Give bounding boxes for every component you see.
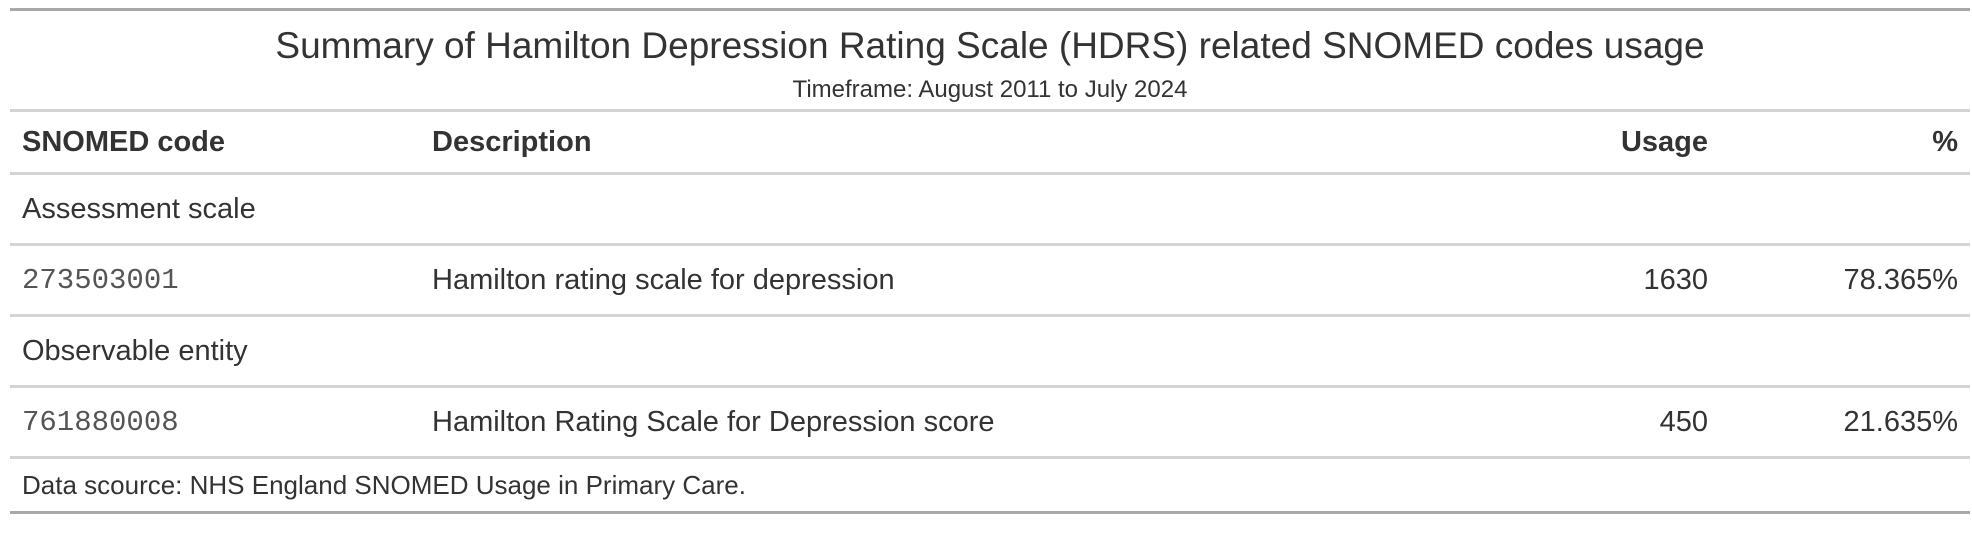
usage-table: SNOMED code Description Usage % Assessme… [10,109,1970,514]
summary-table: Summary of Hamilton Depression Rating Sc… [10,8,1970,514]
group-row-observable-entity: Observable entity [10,315,1970,388]
table-title: Summary of Hamilton Depression Rating Sc… [275,25,1705,66]
source-note-row: Data scource: NHS England SNOMED Usage i… [10,457,1970,514]
description-cell: Hamilton Rating Scale for Depression sco… [420,386,1440,459]
table-row: 273503001 Hamilton rating scale for depr… [10,244,1970,317]
table-row: 761880008 Hamilton Rating Scale for Depr… [10,386,1970,459]
header-row: SNOMED code Description Usage % [10,109,1970,175]
group-label: Assessment scale [10,173,1970,246]
usage-cell: 450 [1440,386,1720,459]
column-header-description: Description [420,109,1440,175]
snomed-code-cell: 761880008 [10,386,420,459]
group-row-assessment-scale: Assessment scale [10,173,1970,246]
usage-cell: 1630 [1440,244,1720,317]
column-header-percent: % [1720,109,1970,175]
percent-cell: 21.635% [1720,386,1970,459]
table-subtitle: Timeframe: August 2011 to July 2024 [792,76,1188,103]
source-note: Data scource: NHS England SNOMED Usage i… [10,457,1970,514]
column-header-usage: Usage [1440,109,1720,175]
description-cell: Hamilton rating scale for depression [420,244,1440,317]
snomed-code-cell: 273503001 [10,244,420,317]
column-header-code: SNOMED code [10,109,420,175]
top-rule [10,8,1970,11]
percent-cell: 78.365% [1720,244,1970,317]
group-label: Observable entity [10,315,1970,388]
